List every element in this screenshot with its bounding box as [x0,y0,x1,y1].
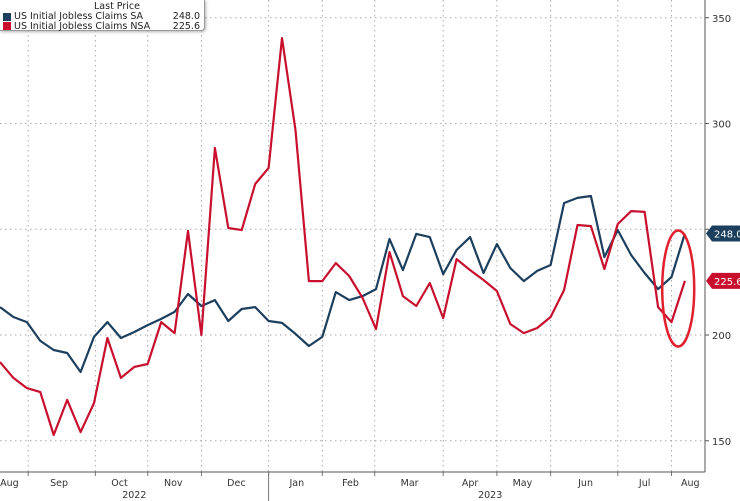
year-label: 2023 [478,490,502,501]
x-tick-label: Sep [50,478,68,489]
x-tick-label: Nov [164,478,183,489]
legend-value-nsa: 225.6 [172,20,200,32]
x-tick-label: Jan [288,478,304,489]
x-tick-label: May [513,478,533,489]
legend-item-sa: US Initial Jobless Claims SA 248.0 [0,11,204,23]
legend-swatch-sa [3,12,11,21]
x-tick-label: Dec [227,478,245,489]
sa-last-price-label: 248.0 [714,229,740,240]
legend-value-sa: 248.0 [172,11,200,23]
y-tick-label: 150 [712,437,731,448]
legend-item-nsa: US Initial Jobless Claims NSA 225.6 [0,20,204,32]
legend-title: Last Price [94,1,140,12]
x-tick-label: Oct [111,478,128,489]
y-tick-label: 350 [712,14,731,25]
nsa-last-price-label: 225.6 [714,277,740,288]
x-tick-label: Apr [462,478,479,489]
nsa-last-price-tag [706,272,740,289]
legend-swatch-nsa [3,22,11,31]
legend: Last Price US Initial Jobless Claims SA … [0,0,205,32]
x-tick-label: Mar [401,478,419,489]
x-tick-label: Feb [342,478,359,489]
x-tick-label: Aug [681,478,700,489]
y-tick-label: 200 [712,331,731,342]
x-tick-label: Jul [638,478,650,489]
y-tick-label: 300 [712,120,731,131]
series-lines [0,36,686,437]
x-tick-label: Jun [577,478,593,489]
sa-last-price-tag [706,225,740,242]
legend-label-nsa: US Initial Jobless Claims NSA [14,20,151,32]
legend-label-sa: US Initial Jobless Claims SA [14,11,144,23]
year-label: 2022 [122,490,146,501]
annotations [660,229,696,348]
x-tick-label: Aug [0,478,19,489]
highlight-ellipse [660,229,696,348]
nsa-line [0,36,686,437]
sa-line [0,194,686,374]
